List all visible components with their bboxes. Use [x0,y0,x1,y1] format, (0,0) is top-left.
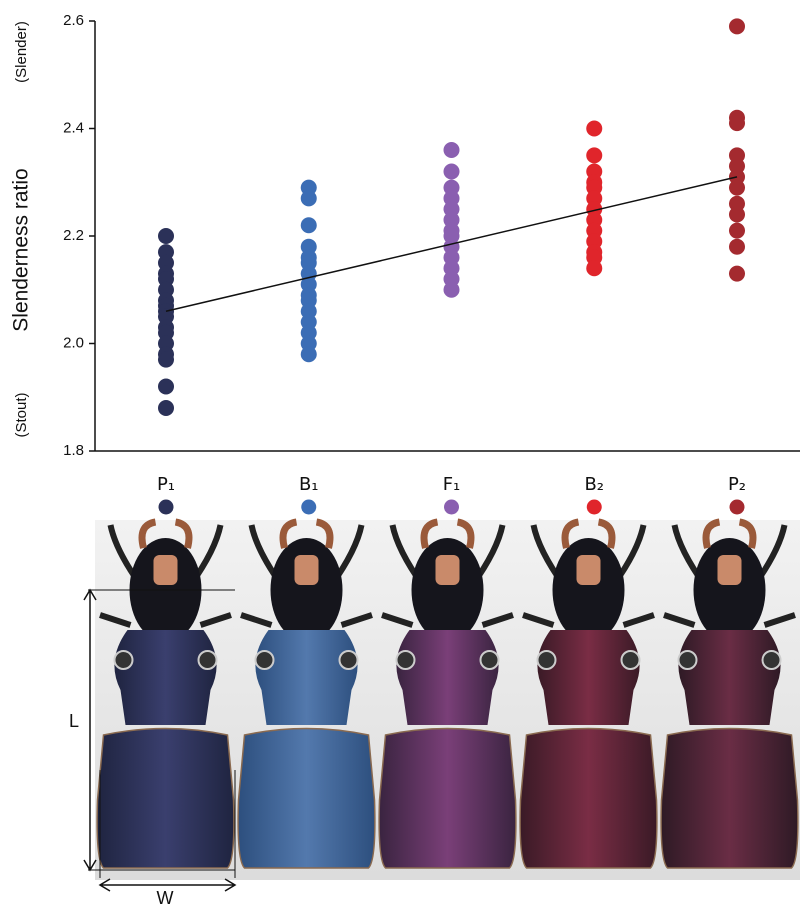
figure: Slenderness ratio (Slender) (Stout) L W … [0,0,800,909]
elytra [238,729,375,869]
y-tick-label: 2.2 [63,227,84,244]
data-point [729,115,745,131]
elytra [661,729,798,869]
head [271,538,343,642]
specimen-photos [95,520,800,880]
data-point [301,190,317,206]
data-point [301,217,317,233]
eye [622,651,640,669]
group-label: P₂ [728,474,746,495]
data-point [158,379,174,395]
y-tick-label: 2.0 [63,334,84,351]
elytra [520,729,657,869]
legend-dot [301,500,316,515]
pronotum [396,630,498,725]
y-bottom-note: (Stout) [13,392,30,437]
data-point [729,239,745,255]
page: {"chart_data": { "type": "strip", "y_lab… [0,0,800,909]
data-point [586,147,602,163]
labrum [154,555,178,585]
data-point [729,207,745,223]
legend-dot [159,500,174,515]
y-tick-label: 1.8 [63,442,84,459]
data-point [158,400,174,416]
group-label: B₂ [584,474,604,495]
data-point [158,352,174,368]
data-point [444,282,460,298]
labrum [577,555,601,585]
head [553,538,625,642]
eye [481,651,499,669]
pronotum [255,630,357,725]
width-label: W [157,888,174,908]
elytra [97,729,234,869]
labrum [718,555,742,585]
y-tick-label: 2.4 [63,119,84,136]
data-point [444,164,460,180]
eye [340,651,358,669]
data-point [586,260,602,276]
pronotum [114,630,216,725]
eye [538,651,556,669]
eye [397,651,415,669]
y-axis-label: Slenderness ratio [10,168,33,331]
eye [679,651,697,669]
y-top-note: (Slender) [13,21,30,83]
data-point [729,180,745,196]
labrum [436,555,460,585]
data-point [729,223,745,239]
data-point [444,142,460,158]
eye [763,651,781,669]
head [694,538,766,642]
group-label: P₁ [157,474,175,495]
eye [199,651,217,669]
legend-dot [730,500,745,515]
elytra [379,729,516,869]
eye [256,651,274,669]
data-point [729,266,745,282]
data-point [158,228,174,244]
length-label: L [69,711,79,731]
data-point [301,346,317,362]
pronotum [678,630,780,725]
data-point [586,121,602,137]
head [412,538,484,642]
y-tick-label: 2.6 [63,12,84,29]
labrum [295,555,319,585]
length-arrow [84,590,96,870]
legend-dot [444,500,459,515]
pronotum [537,630,639,725]
group-label: B₁ [299,474,319,495]
group-label: F₁ [443,474,461,495]
data-point [729,18,745,34]
legend-dot [587,500,602,515]
eye [115,651,133,669]
